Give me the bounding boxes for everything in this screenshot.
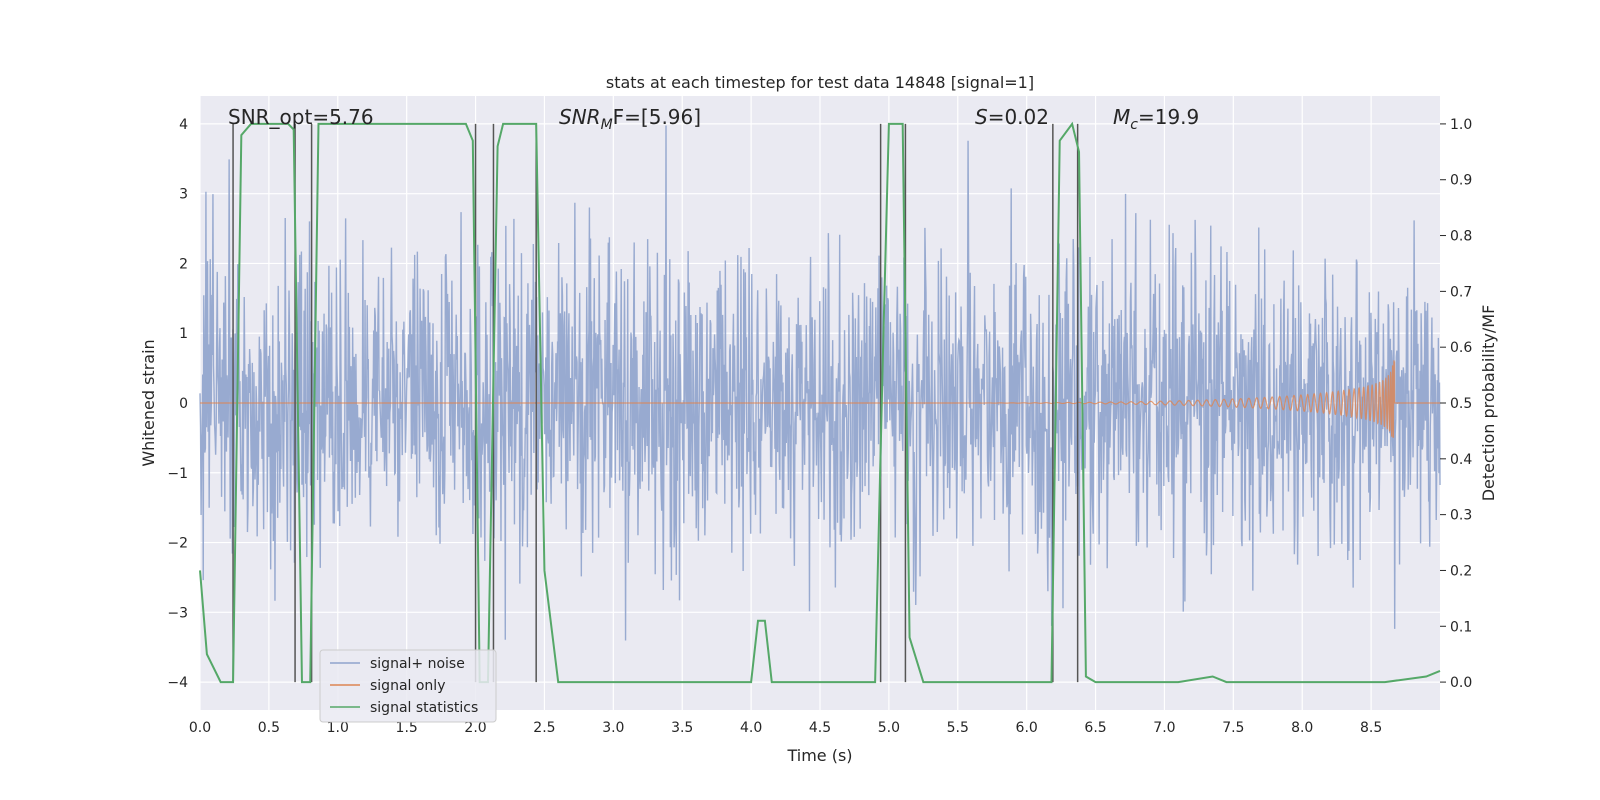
y2-axis-label: Detection probability/MF: [1479, 305, 1498, 502]
x-tick-label-6: 3.0: [602, 720, 624, 736]
x-tick-label-8: 4.0: [740, 720, 762, 736]
y2-tick-label-3: 0.7: [1450, 284, 1472, 300]
chart-title: stats at each timestep for test data 148…: [606, 73, 1034, 92]
y-tick-label-7: −3: [167, 605, 188, 621]
legend-label-noise: signal+ noise: [370, 656, 465, 672]
x-tick-label-17: 8.5: [1360, 720, 1382, 736]
x-tick-label-14: 7.0: [1153, 720, 1175, 736]
legend-box: [319, 649, 497, 723]
legend: signal+ noise signal only signal statist…: [319, 649, 497, 723]
y-tick-label-5: −1: [167, 466, 188, 482]
y2-tick-label-6: 0.4: [1450, 452, 1472, 468]
x-tick-label-3: 1.5: [396, 720, 418, 736]
x-tick-label-13: 6.5: [1084, 720, 1106, 736]
stats-series: [199, 121, 1441, 684]
y2-tick-label-8: 0.2: [1450, 563, 1472, 579]
x-tick-label-12: 6.0: [1016, 720, 1038, 736]
y-axis-right: 1.0 0.9 0.8 0.7 0.6 0.5 0.4 0.3 0.2 0.1 0.0: [1440, 117, 1472, 691]
x-tick-label-9: 4.5: [809, 720, 831, 736]
y-tick-label-0: 4: [179, 117, 188, 133]
x-tick-label-4: 2.0: [464, 720, 486, 736]
y-tick-label-6: −2: [167, 536, 188, 552]
stats-line: [199, 121, 1441, 684]
x-tick-label-7: 3.5: [671, 720, 693, 736]
y2-tick-label-5: 0.5: [1450, 396, 1472, 412]
y-tick-label-3: 1: [179, 326, 188, 342]
x-tick-label-0: 0.0: [189, 720, 211, 736]
y2-tick-label-7: 0.3: [1450, 508, 1472, 524]
x-tick-label-1: 0.5: [258, 720, 280, 736]
y-tick-label-8: −4: [167, 675, 188, 691]
y2-tick-label-9: 0.1: [1450, 619, 1472, 635]
y-axis-label: Whitened strain: [139, 339, 158, 466]
annotation-snr-opt: SNR_opt=5.76: [228, 105, 374, 129]
y-axis-left: 4 3 2 1 0 −1 −2 −3 −4: [167, 117, 188, 691]
x-axis-label: Time (s): [786, 746, 852, 765]
signal-series: [200, 360, 1440, 438]
y2-tick-label-10: 0.0: [1450, 675, 1472, 691]
x-tick-label-10: 5.0: [878, 720, 900, 736]
y2-tick-label-4: 0.6: [1450, 340, 1472, 356]
y-tick-label-4: 0: [179, 396, 188, 412]
y-tick-label-2: 2: [179, 256, 188, 272]
annotation-s: S=0.02: [975, 105, 1049, 129]
signal-line: [200, 360, 1440, 438]
annotation-mc: Mc=19.9: [1113, 105, 1199, 133]
y2-tick-label-1: 0.9: [1450, 173, 1472, 189]
x-tick-label-15: 7.5: [1222, 720, 1244, 736]
x-tick-label-2: 1.0: [327, 720, 349, 736]
annotation-snr-mf: SNRMF=[5.96]: [559, 105, 701, 133]
x-axis: 0.0 0.5 1.0 1.5 2.0 2.5 3.0 3.5 4.0 4.5 5.0 5.5 6.0 6…: [189, 720, 1382, 736]
legend-label-signal: signal only: [370, 678, 445, 694]
y2-tick-label-0: 1.0: [1450, 117, 1472, 133]
x-tick-label-16: 8.0: [1291, 720, 1313, 736]
y-tick-label-1: 3: [179, 187, 188, 203]
x-tick-label-11: 5.5: [947, 720, 969, 736]
x-tick-label-5: 2.5: [533, 720, 555, 736]
legend-label-stats: signal statistics: [370, 700, 478, 716]
y2-tick-label-2: 0.8: [1450, 229, 1472, 245]
